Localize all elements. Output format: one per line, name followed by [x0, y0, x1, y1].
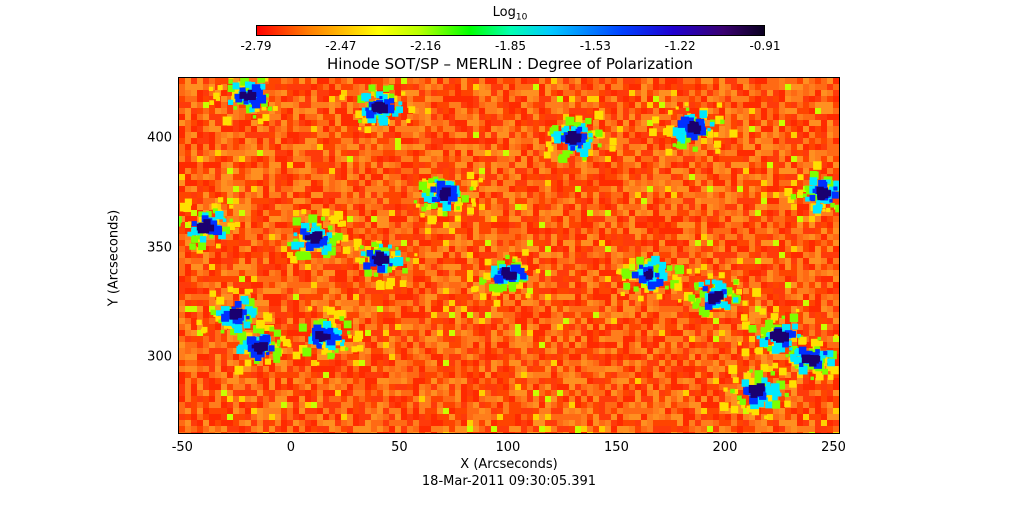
y-tick-label: 400	[147, 130, 172, 146]
x-axis-label: X (Arcseconds)	[460, 457, 558, 472]
high-polarization-region	[720, 364, 791, 420]
high-polarization-region	[196, 286, 273, 341]
high-polarization-region	[616, 255, 692, 302]
y-tick-label: 350	[147, 240, 172, 256]
colorbar-tick-label: -1.53	[579, 39, 611, 53]
colorbar	[256, 25, 765, 36]
high-polarization-region	[772, 334, 839, 388]
high-polarization-region	[234, 321, 301, 375]
high-polarization-region	[413, 171, 483, 225]
timestamp: 18-Mar-2011 09:30:05.391	[421, 474, 597, 489]
high-polarization-region	[737, 308, 824, 360]
high-polarization-region	[179, 197, 241, 254]
colorbar-tick-label: -2.16	[410, 39, 442, 53]
high-polarization-region	[674, 268, 761, 321]
high-polarization-region	[471, 249, 541, 307]
high-polarization-region	[287, 208, 351, 264]
x-tick-label: 100	[495, 440, 521, 455]
colorbar-tick-label: -2.47	[325, 39, 357, 53]
high-polarization-region	[339, 84, 416, 134]
colorbar-title: Log10	[492, 5, 528, 23]
y-tick-label: 300	[147, 349, 172, 365]
high-polarization-region	[353, 238, 418, 290]
polarization-map	[179, 78, 839, 433]
high-polarization-region	[208, 78, 278, 126]
x-tick-label: 150	[604, 440, 629, 455]
x-tick-label: 50	[391, 440, 408, 455]
colorbar-tick-label: -0.91	[749, 39, 781, 53]
plot-title: Hinode SOT/SP – MERLIN : Degree of Polar…	[327, 55, 693, 73]
colorbar-tick-label: -2.79	[240, 39, 272, 53]
high-polarization-region	[543, 110, 617, 163]
high-polarization-region	[784, 161, 839, 214]
high-polarization-region	[279, 306, 364, 366]
x-tick-label: 200	[712, 440, 738, 455]
y-axis-label: Y (Arcseconds)	[106, 209, 122, 307]
x-tick-label: 0	[286, 440, 295, 455]
x-tick-label: 250	[821, 440, 846, 455]
x-tick-label: -50	[171, 440, 193, 455]
colorbar-tick-label: -1.85	[494, 39, 527, 53]
high-polarization-region	[649, 102, 738, 156]
colorbar-tick-label: -1.22	[664, 39, 696, 53]
plot-area	[178, 77, 840, 434]
